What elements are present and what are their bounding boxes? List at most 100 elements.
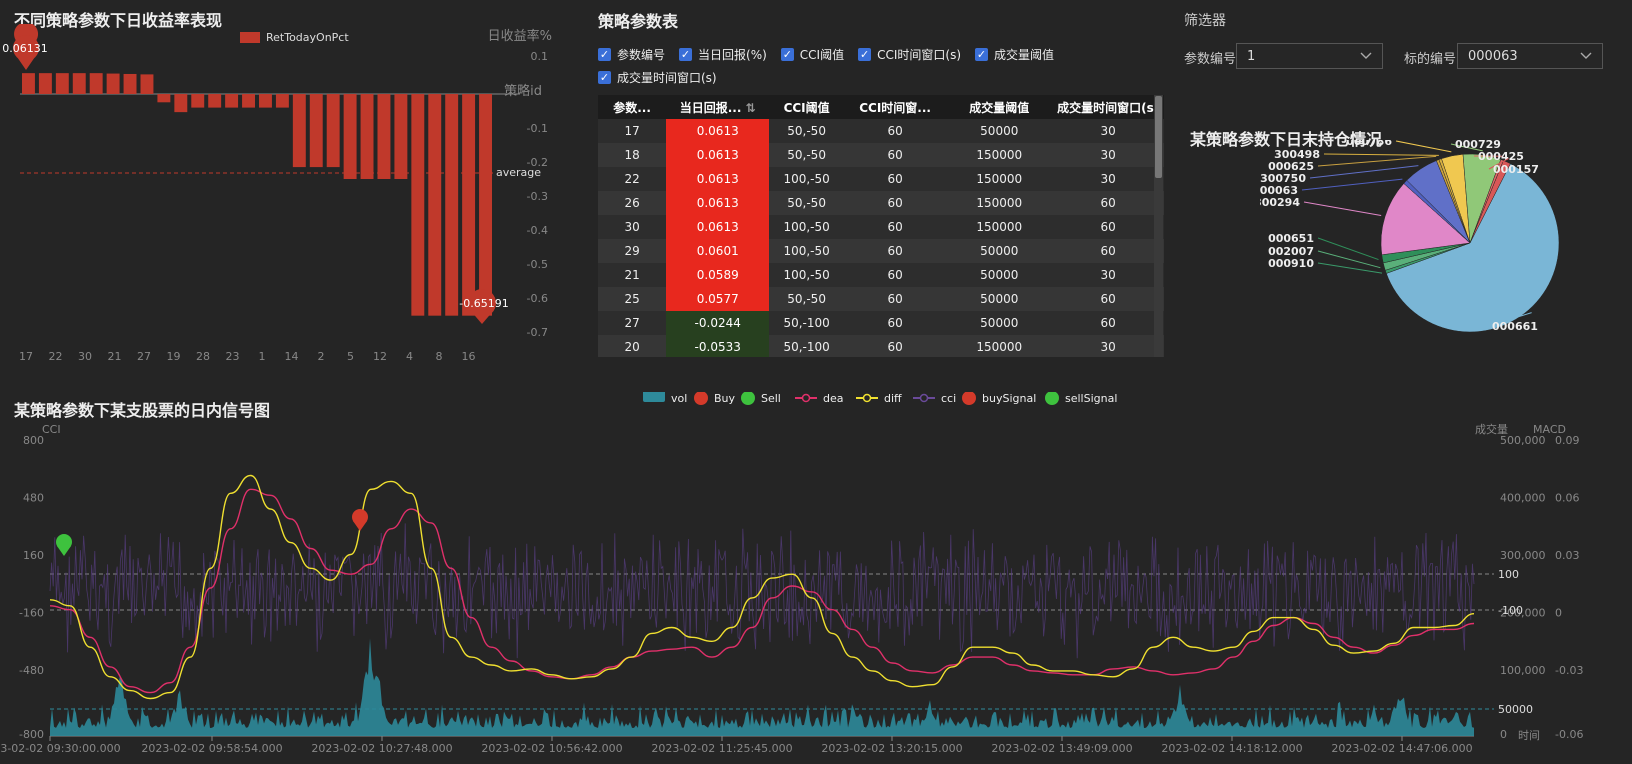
- x-tick-label: 2023-02-02 14:18:12.000: [1161, 742, 1302, 755]
- bar-14[interactable]: [326, 94, 340, 168]
- checkbox-label: 成交量阈值: [994, 48, 1055, 62]
- bar-26[interactable]: [72, 73, 86, 94]
- column-header-1[interactable]: 当日回报... ⇅: [666, 95, 770, 119]
- bar-2[interactable]: [360, 94, 374, 179]
- table-cell: 60: [843, 191, 947, 215]
- bar-21[interactable]: [123, 73, 137, 94]
- column-header-2[interactable]: CCI阈值: [769, 95, 844, 119]
- column-header-3[interactable]: CCI时间窗...: [843, 95, 947, 119]
- checkbox-col-3[interactable]: ✓ CCI时间窗口(s): [858, 46, 961, 63]
- bar-17[interactable]: [22, 73, 35, 94]
- table-cell: 60: [843, 167, 947, 191]
- checkbox-label: CCI时间窗口(s): [877, 48, 962, 62]
- cci-tick: 160: [23, 549, 44, 562]
- legend-label-dea[interactable]: dea: [823, 392, 844, 405]
- min-marker[interactable]: -0.65191: [459, 289, 509, 324]
- legend-label-Buy[interactable]: Buy: [714, 392, 736, 405]
- cci-series[interactable]: [49, 523, 1475, 659]
- bar-4[interactable]: [428, 94, 442, 316]
- macd-tick: 0.06: [1555, 492, 1580, 505]
- checkbox-col-2[interactable]: ✓ CCI阈值: [780, 46, 844, 63]
- bar-8[interactable]: [445, 94, 459, 316]
- checkbox-col-4[interactable]: ✓ 成交量阈值: [975, 46, 1054, 63]
- pie-slice-000661[interactable]: [1386, 163, 1560, 333]
- table-row[interactable]: 21 0.0589 100,-50 60 50000 30: [598, 263, 1164, 287]
- bar-9[interactable]: [309, 94, 323, 168]
- legend-label-diff[interactable]: diff: [884, 392, 902, 405]
- stock-code-select[interactable]: 000063: [1457, 43, 1603, 69]
- table-cell: 0.0613: [666, 143, 770, 167]
- bar-11[interactable]: [479, 94, 492, 316]
- table-row[interactable]: 17 0.0613 50,-50 60 50000 30: [598, 119, 1164, 143]
- legend-swatch[interactable]: [962, 392, 976, 405]
- legend-label[interactable]: RetTodayOnPct: [266, 31, 349, 44]
- bar-27[interactable]: [157, 94, 171, 103]
- bar-5[interactable]: [394, 94, 408, 179]
- legend-label-cci[interactable]: cci: [941, 392, 956, 405]
- diff-series[interactable]: [49, 474, 1475, 700]
- table-row[interactable]: 27 -0.0244 50,-100 60 50000 60: [598, 311, 1164, 335]
- x-tick-label: 4: [406, 350, 413, 363]
- legend-label-Sell[interactable]: Sell: [761, 392, 781, 405]
- bar-13[interactable]: [377, 94, 391, 179]
- checkbox-col-5[interactable]: ✓ 成交量时间窗口(s): [598, 69, 717, 86]
- column-header-0[interactable]: 参数...: [598, 95, 667, 119]
- legend-swatch-dot: [919, 393, 929, 403]
- checkbox-col-0[interactable]: ✓ 参数编号: [598, 46, 665, 63]
- bar-12[interactable]: [411, 94, 425, 316]
- bar-7[interactable]: [275, 94, 289, 108]
- checkbox-col-1[interactable]: ✓ 当日回报(%): [679, 46, 767, 63]
- column-header-4[interactable]: 成交量阈值: [946, 95, 1053, 119]
- legend-swatch-dot: [862, 393, 872, 403]
- buy-signal-marker[interactable]: [352, 509, 368, 531]
- legend-label-vol[interactable]: vol: [671, 392, 687, 405]
- legend-swatch[interactable]: [643, 392, 665, 402]
- legend-label-buySignal[interactable]: buySignal: [982, 392, 1036, 405]
- pie-slice-000157[interactable]: [1469, 160, 1511, 244]
- bar-1[interactable]: [292, 94, 306, 168]
- bar-18[interactable]: [38, 73, 52, 94]
- param-id-select[interactable]: 1: [1236, 43, 1383, 69]
- scrollbar-thumb[interactable]: [1155, 96, 1162, 178]
- max-marker[interactable]: 0.06131: [2, 24, 48, 70]
- table-row[interactable]: 20 -0.0533 50,-100 60 150000 30: [598, 335, 1164, 357]
- vol-series[interactable]: [50, 638, 1474, 736]
- table-row[interactable]: 29 0.0601 100,-50 60 50000 60: [598, 239, 1164, 263]
- sell-signal-marker[interactable]: [56, 534, 72, 556]
- legend-swatch[interactable]: [240, 32, 260, 43]
- table-scrollbar[interactable]: [1154, 95, 1163, 357]
- bar-6[interactable]: [208, 94, 222, 108]
- bar-3[interactable]: [343, 94, 357, 179]
- column-header-5[interactable]: 成交量时间窗口(s): [1052, 95, 1164, 119]
- bar-22[interactable]: [55, 73, 69, 94]
- bar-28[interactable]: [225, 94, 239, 108]
- bar-20[interactable]: [174, 94, 188, 113]
- legend-swatch[interactable]: [1045, 392, 1059, 405]
- table-row[interactable]: 22 0.0613 100,-50 60 150000 30: [598, 167, 1164, 191]
- legend-swatch[interactable]: [741, 392, 755, 405]
- table-row[interactable]: 26 0.0613 50,-50 60 150000 60: [598, 191, 1164, 215]
- table-row[interactable]: 25 0.0577 50,-50 60 50000 60: [598, 287, 1164, 311]
- x-tick-label: 2023-02-02 13:49:09.000: [991, 742, 1132, 755]
- bar-10[interactable]: [242, 94, 255, 108]
- pie-label-line: [1317, 262, 1383, 274]
- bar-25[interactable]: [140, 74, 154, 94]
- bar-29[interactable]: [106, 73, 120, 94]
- bar-30[interactable]: [89, 73, 103, 94]
- vol-ref-label: 50000: [1498, 703, 1533, 716]
- sort-icon[interactable]: ⇅: [741, 100, 756, 115]
- pie-slice-300294[interactable]: [1380, 183, 1471, 256]
- table-row[interactable]: 18 0.0613 50,-50 60 150000 30: [598, 143, 1164, 167]
- legend-swatch[interactable]: [694, 392, 708, 405]
- dea-series[interactable]: [49, 488, 1475, 694]
- table-cell: 30: [1052, 143, 1164, 167]
- bar-19[interactable]: [191, 94, 205, 108]
- table-cell: 60: [1052, 215, 1164, 239]
- signal-chart-title: 某策略参数下某支股票的日内信号图: [14, 401, 271, 420]
- bar-23[interactable]: [259, 94, 272, 108]
- table-row[interactable]: 30 0.0613 100,-50 60 150000 60: [598, 215, 1164, 239]
- legend-label-sellSignal[interactable]: sellSignal: [1065, 392, 1117, 405]
- bar-16[interactable]: [462, 94, 476, 316]
- table-cell: 21: [598, 263, 667, 287]
- x-tick-label: 23: [226, 350, 240, 363]
